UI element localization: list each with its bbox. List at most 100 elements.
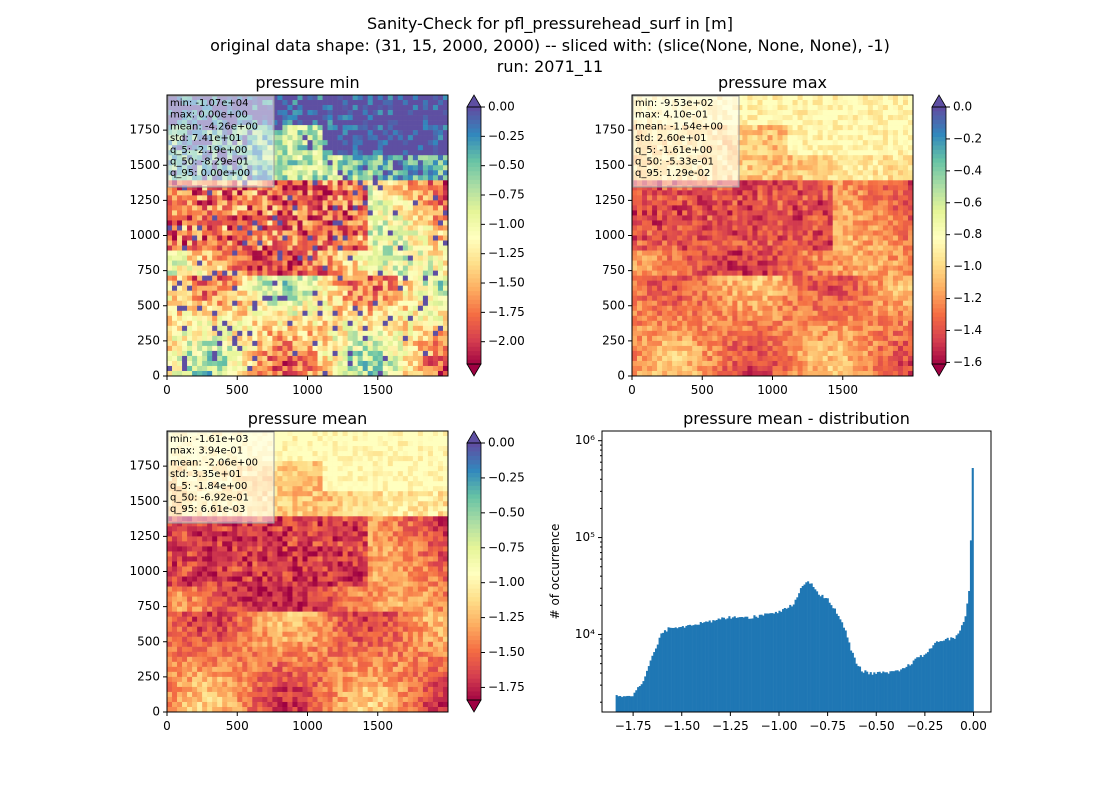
map-cell [302,355,308,362]
map-cell [182,290,188,297]
map-cell [757,315,763,322]
map-cell [692,200,698,206]
map-cell [382,250,389,256]
map-cell [442,275,449,281]
map-cell [697,270,703,276]
map-cell [357,370,363,377]
map-cell [402,235,409,241]
map-cell [312,220,318,226]
map-cell [292,345,298,352]
map-cell [747,150,753,156]
map-cell [257,240,263,246]
map-cell [307,195,313,201]
map-cell [362,170,369,176]
map-cell [172,210,178,216]
map-cell [227,345,233,352]
map-cell [747,340,753,347]
map-cell [267,340,273,347]
map-cell [637,350,643,357]
map-cell [767,315,773,322]
map-cell [662,345,668,352]
map-cell [312,130,318,136]
map-cell [302,280,308,286]
map-cell [782,355,788,362]
map-cell [287,155,293,161]
map-cell [357,340,363,347]
map-cell [297,300,303,307]
map-cell [287,110,293,116]
map-cell [372,310,379,317]
map-cell [652,210,658,216]
map-cell [692,230,698,236]
map-cell [392,215,399,221]
map-cell [387,250,394,256]
map-cell [332,325,338,332]
map-cell [207,370,213,377]
map-cell [282,285,288,291]
map-cell [307,95,313,101]
map-cell [397,355,404,362]
map-cell [312,145,318,151]
map-cell [437,350,444,357]
map-cell [752,270,758,276]
map-cell [752,345,758,352]
map-cell [367,190,374,196]
map-cell [167,360,173,367]
y-tick-label: 250 [137,333,160,347]
map-cell [717,320,723,327]
map-cell [737,285,743,291]
map-cell [637,295,643,302]
map-cell [287,265,293,271]
map-cell [322,175,328,181]
map-cell [762,245,768,251]
map-cell [672,345,678,352]
map-cell [202,350,208,357]
map-cell [407,320,414,327]
map-cell [757,200,763,206]
map-cell [237,220,243,226]
map-cell [752,150,758,156]
map-cell [277,330,283,337]
map-cell [282,95,288,101]
map-cell [277,145,283,151]
map-cell [652,345,658,352]
map-cell [202,260,208,266]
map-cell [427,355,434,362]
map-cell [412,240,419,246]
map-cell [672,300,678,307]
map-cell [782,175,788,181]
map-cell [727,355,733,362]
map-cell [692,275,698,281]
map-cell [252,350,258,357]
map-cell [282,295,288,302]
map-cell [417,255,424,261]
map-cell [352,360,358,367]
map-cell [647,310,653,317]
map-cell [442,265,449,271]
map-cell [782,125,788,131]
map-cell [437,215,444,221]
map-cell [372,370,379,377]
map-cell [302,290,308,297]
map-cell [407,330,414,337]
map-cell [747,185,753,191]
map-cell [737,275,743,281]
map-cell [322,285,328,291]
map-cell [217,235,223,241]
map-cell [687,190,693,196]
map-cell [267,230,273,236]
figure-title-line-3: run: 2071_11 [496,57,604,76]
map-cell [432,355,439,362]
map-cell [662,315,668,322]
map-cell [367,310,374,317]
map-cell [432,110,439,116]
map-cell [417,160,424,166]
map-cell [332,330,338,337]
map-cell [652,230,658,236]
map-cell [282,315,288,322]
map-cell [332,260,338,266]
map-cell [337,135,343,141]
colorbar-segment [467,166,481,172]
map-cell [257,290,263,297]
map-cell [237,315,243,322]
